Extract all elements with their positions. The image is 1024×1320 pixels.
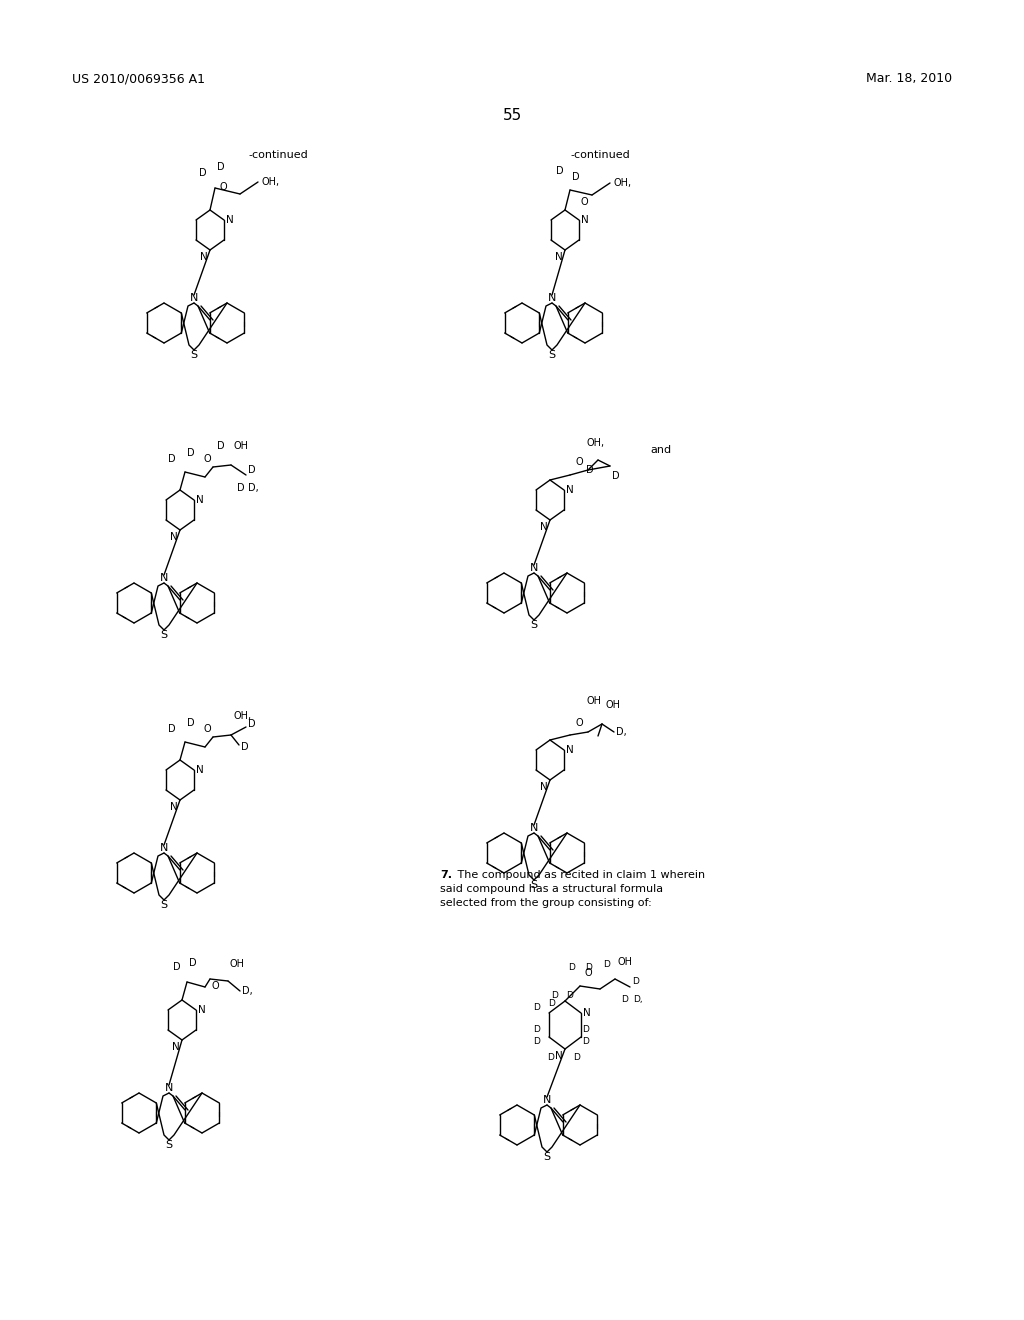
Text: 55: 55 — [503, 108, 521, 123]
Text: O: O — [584, 968, 592, 978]
Text: N: N — [581, 215, 589, 224]
Text: D: D — [168, 454, 176, 465]
Text: O: O — [204, 723, 211, 734]
Text: N: N — [566, 744, 573, 755]
Text: S: S — [161, 630, 168, 640]
Text: D: D — [583, 1038, 590, 1047]
Text: D,: D, — [633, 995, 643, 1005]
Text: N: N — [529, 822, 539, 833]
Text: OH: OH — [605, 700, 620, 710]
Text: D,: D, — [616, 727, 627, 737]
Text: D: D — [585, 964, 592, 972]
Text: OH,: OH, — [233, 711, 251, 721]
Text: N: N — [226, 215, 233, 224]
Text: and: and — [650, 445, 671, 455]
Text: D: D — [168, 723, 176, 734]
Text: O: O — [581, 197, 588, 207]
Text: S: S — [544, 1152, 551, 1162]
Text: N: N — [189, 293, 199, 304]
Text: O: O — [204, 454, 211, 465]
Text: D: D — [552, 991, 558, 1001]
Text: N: N — [198, 1005, 206, 1015]
Text: D,: D, — [248, 483, 259, 492]
Text: D: D — [586, 465, 594, 475]
Text: N: N — [160, 573, 168, 583]
Text: O: O — [575, 457, 583, 467]
Text: N: N — [541, 781, 548, 792]
Text: N: N — [543, 1096, 551, 1105]
Text: D: D — [534, 1003, 541, 1012]
Text: D: D — [248, 719, 256, 729]
Text: selected from the group consisting of:: selected from the group consisting of: — [440, 898, 651, 908]
Text: D: D — [572, 172, 580, 182]
Text: OH,: OH, — [261, 177, 280, 187]
Text: Mar. 18, 2010: Mar. 18, 2010 — [866, 73, 952, 84]
Text: N: N — [555, 252, 563, 261]
Text: N: N — [165, 1082, 173, 1093]
Text: D: D — [217, 441, 225, 451]
Text: D: D — [534, 1024, 541, 1034]
Text: US 2010/0069356 A1: US 2010/0069356 A1 — [72, 73, 205, 84]
Text: N: N — [170, 532, 178, 543]
Text: N: N — [555, 1051, 563, 1061]
Text: S: S — [530, 620, 538, 630]
Text: D: D — [556, 166, 564, 176]
Text: N: N — [566, 484, 573, 495]
Text: D: D — [547, 1052, 554, 1061]
Text: D: D — [187, 718, 195, 729]
Text: D: D — [200, 168, 207, 178]
Text: OH: OH — [230, 960, 245, 969]
Text: N: N — [172, 1041, 180, 1052]
Text: S: S — [161, 900, 168, 909]
Text: D: D — [534, 1038, 541, 1047]
Text: D: D — [187, 447, 195, 458]
Text: S: S — [166, 1140, 173, 1150]
Text: OH: OH — [618, 957, 633, 968]
Text: N: N — [548, 293, 556, 304]
Text: D: D — [603, 960, 610, 969]
Text: -continued: -continued — [570, 150, 630, 160]
Text: D: D — [248, 465, 256, 475]
Text: D: D — [612, 471, 620, 480]
Text: said compound has a structural formula: said compound has a structural formula — [440, 884, 664, 894]
Text: The compound as recited in claim 1 wherein: The compound as recited in claim 1 where… — [454, 870, 706, 880]
Text: S: S — [549, 350, 556, 360]
Text: S: S — [530, 880, 538, 890]
Text: D: D — [583, 1024, 590, 1034]
Text: O: O — [220, 182, 227, 191]
Text: N: N — [529, 564, 539, 573]
Text: N: N — [170, 803, 178, 812]
Text: D: D — [189, 958, 197, 968]
Text: OH,: OH, — [587, 438, 605, 447]
Text: OH,: OH, — [613, 178, 631, 187]
Text: OH: OH — [587, 696, 601, 706]
Text: N: N — [196, 766, 204, 775]
Text: O: O — [211, 981, 219, 991]
Text: D,: D, — [242, 986, 253, 997]
Text: O: O — [575, 718, 583, 729]
Text: D: D — [566, 991, 573, 1001]
Text: N: N — [201, 252, 208, 261]
Text: D: D — [549, 998, 555, 1007]
Text: D: D — [217, 162, 224, 172]
Text: D: D — [241, 742, 249, 752]
Text: OH: OH — [233, 441, 248, 451]
Text: -continued: -continued — [248, 150, 308, 160]
Text: D: D — [632, 978, 639, 986]
Text: N: N — [196, 495, 204, 506]
Text: D: D — [573, 1052, 580, 1061]
Text: N: N — [541, 521, 548, 532]
Text: N: N — [583, 1008, 591, 1018]
Text: D: D — [238, 483, 245, 492]
Text: 7.: 7. — [440, 870, 452, 880]
Text: D: D — [622, 995, 629, 1005]
Text: D: D — [568, 964, 575, 972]
Text: D: D — [173, 962, 181, 972]
Text: N: N — [160, 843, 168, 853]
Text: S: S — [190, 350, 198, 360]
